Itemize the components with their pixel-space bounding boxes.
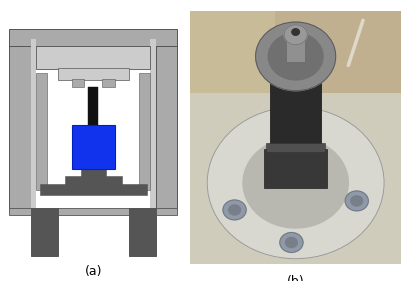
Bar <box>72 125 115 169</box>
Bar <box>139 73 150 190</box>
Bar <box>88 87 98 128</box>
Text: (b): (b) <box>287 275 305 281</box>
Bar <box>40 184 147 195</box>
Circle shape <box>223 200 246 220</box>
Circle shape <box>256 22 336 91</box>
Circle shape <box>286 237 297 248</box>
Bar <box>72 79 84 87</box>
Circle shape <box>207 107 384 259</box>
Bar <box>156 39 177 210</box>
Text: (a): (a) <box>84 265 102 278</box>
Bar <box>58 67 129 80</box>
Bar <box>31 39 36 210</box>
Bar <box>264 149 327 188</box>
Bar <box>31 208 58 256</box>
Circle shape <box>280 233 303 252</box>
Circle shape <box>229 205 241 215</box>
Circle shape <box>345 191 368 211</box>
Bar <box>31 39 156 210</box>
Bar <box>9 39 31 210</box>
Bar <box>271 67 321 149</box>
Bar <box>9 208 177 215</box>
Bar <box>275 65 317 87</box>
Bar <box>129 208 156 256</box>
Bar <box>150 39 156 210</box>
Circle shape <box>292 29 299 35</box>
Bar <box>65 176 122 186</box>
Bar <box>81 168 106 178</box>
Bar <box>190 11 275 101</box>
Bar <box>36 73 47 190</box>
Circle shape <box>268 33 323 80</box>
Bar <box>9 29 177 46</box>
Bar <box>286 35 305 62</box>
Circle shape <box>284 25 307 45</box>
Circle shape <box>243 138 348 228</box>
Bar <box>102 79 115 87</box>
Bar <box>190 92 401 264</box>
Bar <box>36 46 150 69</box>
Circle shape <box>351 196 362 206</box>
Bar <box>266 143 325 152</box>
